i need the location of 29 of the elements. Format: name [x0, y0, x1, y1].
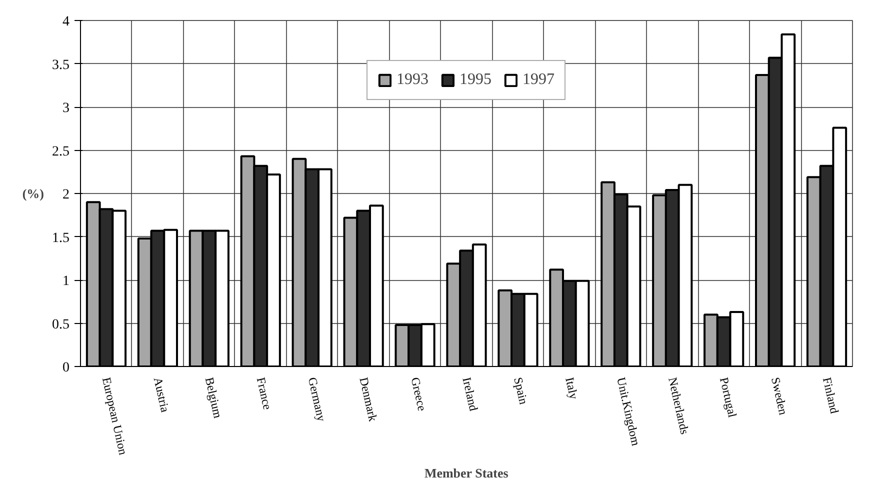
y-tick-label: 0.5: [52, 317, 70, 332]
y-tick-label: 2.5: [52, 144, 70, 160]
x-tick-label: Netherlands: [666, 376, 692, 436]
x-tick-label: France: [254, 376, 275, 411]
x-tick-label: Spain: [511, 376, 531, 406]
y-tick-label: 1.5: [52, 230, 70, 246]
x-tick-label: Germany: [305, 376, 329, 423]
legend-label: 1993: [396, 71, 428, 89]
x-tick-label: European Union: [99, 376, 130, 456]
legend-label: 1997: [522, 71, 554, 89]
y-tick-label: 3: [62, 101, 70, 116]
x-tick-label: Greece: [408, 376, 430, 412]
x-tick-label: Unit.Kingdom: [614, 376, 644, 448]
legend-label: 1995: [460, 71, 492, 89]
x-tick-label: Belgium: [202, 376, 226, 420]
x-tick-label: Finland: [820, 376, 842, 415]
x-tick-label: Austria: [150, 376, 172, 414]
y-axis-title: (%): [22, 186, 44, 201]
x-tick-label: Denmark: [356, 376, 380, 423]
x-tick-label: Ireland: [460, 376, 481, 412]
y-tick-label: 3.5: [52, 58, 70, 73]
y-tick-label: 0: [62, 360, 70, 376]
x-tick-label: Italy: [562, 376, 582, 400]
x-tick-label: Sweden: [768, 376, 790, 416]
y-tick-label: 4: [62, 14, 70, 30]
x-tick-label: Portugal: [717, 376, 740, 420]
x-axis-title: Member States: [424, 466, 508, 481]
y-tick-label: 1: [62, 274, 70, 289]
y-tick-label: 2: [62, 188, 70, 202]
